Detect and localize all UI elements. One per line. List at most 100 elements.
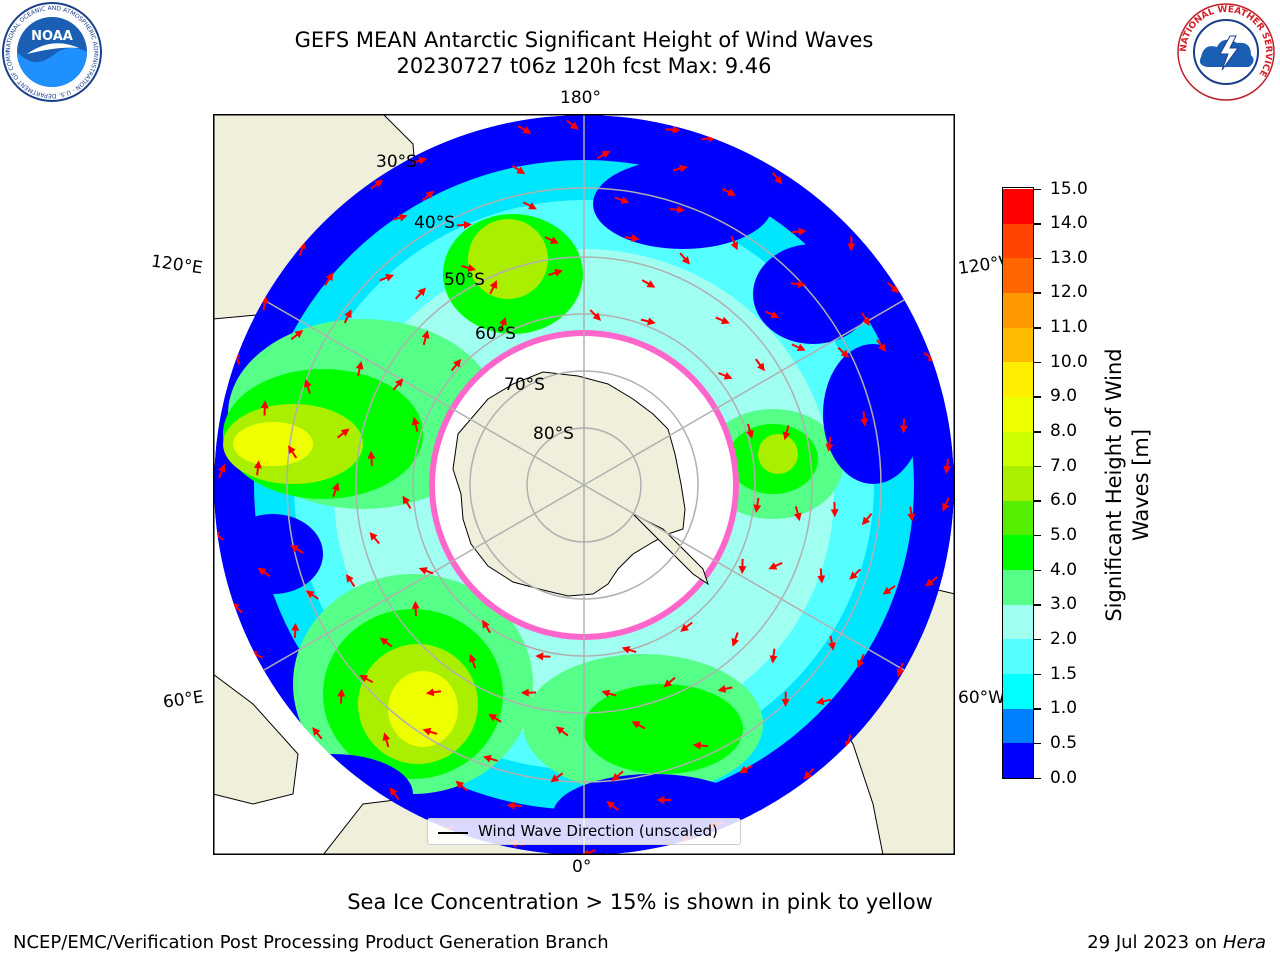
wave-direction-arrow: [517, 125, 532, 134]
wave-direction-arrow: [253, 460, 262, 476]
wave-direction-arrow: [291, 622, 300, 638]
wave-direction-arrow: [422, 727, 438, 736]
sea-ice-note: Sea Ice Concentration > 15% is shown in …: [347, 890, 933, 914]
footer-date: 29 Jul 2023 on Hera: [1087, 932, 1266, 953]
wave-direction-arrow: [679, 252, 690, 265]
lon-label-60w: 60°W: [958, 688, 1005, 708]
colorbar-tick-label: 5.0: [1050, 524, 1078, 545]
colorbar-tick: [1034, 638, 1041, 641]
colorbar-segment: [1003, 465, 1033, 501]
colorbar-tick-label: 6.0: [1050, 490, 1078, 511]
wave-direction-arrow: [346, 573, 356, 588]
wave-direction-arrow: [421, 330, 430, 346]
lat-label-80s: 80°S: [533, 424, 574, 444]
wave-direction-arrow: [791, 227, 807, 236]
colorbar-title-line1: Significant Height of Wind: [1102, 348, 1126, 622]
legend-line-sample: [438, 832, 468, 834]
wave-direction-arrow: [861, 512, 873, 526]
wave-direction-arrow: [290, 330, 304, 341]
wave-direction-arrow: [925, 576, 938, 587]
polar-map: [213, 114, 955, 855]
colorbar-tick-label: 7.0: [1050, 455, 1078, 476]
wave-direction-arrow: [414, 287, 426, 300]
colorbar-tick-label: 10.0: [1050, 351, 1088, 372]
wave-direction-arrow: [665, 125, 681, 134]
wave-direction-arrow: [336, 428, 350, 439]
wave-direction-arrow: [382, 732, 391, 748]
wave-direction-arrow: [370, 179, 384, 190]
wave-direction-arrow: [522, 201, 537, 210]
wave-direction-arrow: [596, 150, 611, 160]
colorbar-tick-label: 12.0: [1050, 282, 1088, 303]
colorbar-segment: [1003, 638, 1033, 675]
wave-direction-arrow: [231, 602, 243, 614]
colorbar-tick: [1034, 569, 1041, 572]
wave-direction-arrow: [601, 689, 617, 698]
wave-direction-arrow: [715, 316, 730, 325]
colorbar-tick-label: 8.0: [1050, 421, 1078, 442]
colorbar-segment: [1003, 569, 1033, 605]
wave-direction-arrow: [412, 156, 428, 165]
wave-direction-arrow: [455, 780, 468, 792]
colorbar-title: Significant Height of Wind Waves [m]: [1101, 348, 1155, 621]
wave-direction-arrow: [566, 119, 579, 130]
wave-direction-arrow: [793, 506, 802, 522]
wave-direction-arrow: [411, 416, 420, 432]
colorbar-tick-label: 13.0: [1050, 247, 1088, 268]
wave-direction-arrow: [611, 770, 624, 782]
lat-label-70s: 70°S: [504, 375, 545, 395]
wave-direction-arrow: [288, 445, 298, 459]
wave-direction-arrow: [849, 568, 862, 580]
wave-direction-arrow: [535, 652, 551, 661]
wave-direction-arrow: [392, 378, 404, 391]
wave-direction-arrow: [876, 339, 887, 352]
wave-direction-arrow: [260, 295, 269, 311]
lon-label-60e: 60°E: [161, 687, 206, 713]
wave-direction-arrow: [730, 235, 738, 251]
colorbar-tick: [1034, 396, 1041, 398]
colorbar-tick: [1034, 604, 1041, 606]
colorbar-tick-label: 4.0: [1050, 559, 1078, 580]
wave-direction-arrow: [791, 343, 806, 351]
lon-label-120e: 120°E: [149, 251, 204, 279]
wave-direction-arrow: [218, 463, 226, 479]
wave-direction-arrow: [899, 418, 908, 434]
wave-direction-arrow: [450, 358, 462, 372]
wave-direction-arrow: [589, 309, 602, 321]
wave-direction-arrow: [257, 567, 271, 578]
wave-direction-arrow: [355, 361, 364, 377]
colorbar: [1002, 187, 1034, 779]
wave-direction-arrow: [312, 727, 323, 740]
wave-direction-arrow: [411, 600, 420, 617]
colorbar-segment: [1003, 500, 1033, 536]
wave-direction-arrow: [331, 482, 340, 498]
wave-direction-arrow: [303, 378, 312, 394]
wave-direction-arrow: [379, 274, 395, 282]
footer-machine: Hera: [1222, 932, 1266, 953]
colorbar-tick: [1034, 465, 1041, 468]
wave-direction-arrow: [489, 280, 497, 295]
colorbar-segment: [1003, 223, 1033, 259]
wave-direction-arrow: [764, 310, 780, 319]
graticule: [214, 115, 954, 855]
wave-direction-arrow: [672, 164, 688, 173]
wave-direction-arrow: [739, 764, 753, 774]
wave-direction-arrow: [641, 279, 656, 288]
colorbar-segment: [1003, 742, 1033, 778]
wave-direction-arrow: [389, 787, 400, 801]
wave-direction-arrow: [857, 653, 865, 669]
colorbar-segment: [1003, 673, 1033, 709]
lat-label-40s: 40°S: [414, 213, 455, 233]
wave-direction-arrow: [402, 495, 412, 510]
colorbar-tick: [1034, 673, 1041, 676]
wave-direction-arrow: [803, 767, 815, 780]
lon-label-180: 180°: [560, 88, 601, 108]
wave-direction-arrow: [343, 309, 352, 324]
wave-direction-arrow: [827, 635, 836, 651]
chart-subtitle: 20230727 t06z 120h fcst Max: 9.46: [396, 54, 772, 78]
wave-direction-arrow: [692, 741, 708, 750]
wave-direction-arrow: [887, 282, 900, 294]
wave-direction-arrow: [882, 585, 896, 595]
colorbar-tick-label: 15.0: [1050, 178, 1088, 199]
colorbar-tick: [1034, 361, 1041, 364]
